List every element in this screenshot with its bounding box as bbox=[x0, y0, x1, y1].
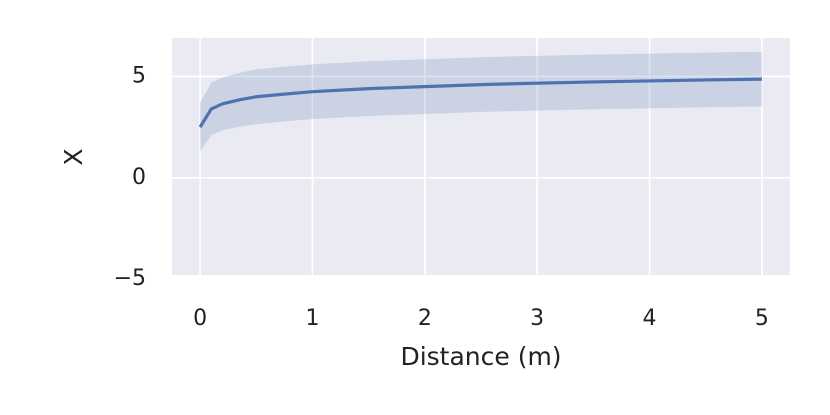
x-tick-label: 2 bbox=[418, 306, 432, 331]
x-axis-label: Distance (m) bbox=[400, 342, 561, 371]
y-tick-label: −5 bbox=[114, 266, 146, 291]
line bbox=[198, 77, 762, 128]
y-axis-label: X bbox=[59, 148, 88, 165]
x-tick-label: 5 bbox=[755, 306, 769, 331]
x-tick-label: 3 bbox=[530, 306, 544, 331]
x-tick-label: 1 bbox=[305, 306, 319, 331]
confidence-band bbox=[200, 51, 762, 152]
y-tick-label: 5 bbox=[132, 63, 146, 88]
y-tick-label: 0 bbox=[132, 165, 146, 190]
x-tick-label: 0 bbox=[193, 306, 207, 331]
plot-area bbox=[172, 38, 790, 275]
x-tick-label: 4 bbox=[643, 306, 657, 331]
